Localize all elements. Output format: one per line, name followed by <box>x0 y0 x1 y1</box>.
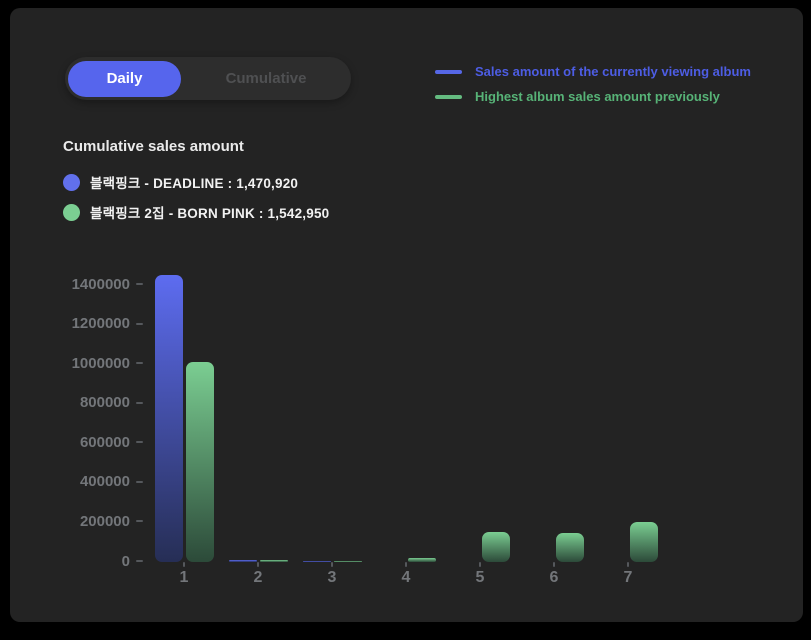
legend-line-swatch <box>435 69 462 74</box>
bar-series2-day6[interactable] <box>555 533 584 562</box>
y-axis-tick-label: 1400000 <box>71 275 130 293</box>
category-slot-3: 3 <box>295 259 369 587</box>
x-axis-label: 1 <box>179 569 189 586</box>
chart-legend: Sales amount of the currently viewing al… <box>435 64 751 114</box>
y-axis-tick-mark <box>136 480 143 483</box>
bar-group <box>154 259 214 562</box>
x-axis-tick-mark <box>479 562 481 567</box>
y-axis-tick: 1400000 <box>72 274 143 294</box>
x-axis-label: 5 <box>475 569 485 586</box>
y-axis-tick-label: 0 <box>121 552 130 570</box>
bar-series1-day1[interactable] <box>154 275 183 562</box>
y-axis-tick-mark <box>136 322 143 325</box>
plot-area: 1 2 3 4 5 6 7 <box>147 258 665 587</box>
bar-group <box>228 259 288 562</box>
bar-series2-day3[interactable] <box>333 561 362 562</box>
x-axis-label: 2 <box>253 569 263 586</box>
x-axis-label: 3 <box>327 569 337 586</box>
album-legend-label: 블랙핑크 - DEADLINE : 1,470,920 <box>90 176 299 191</box>
bar-series1-day2[interactable] <box>228 560 257 562</box>
y-axis-tick-mark <box>136 520 143 523</box>
album-legend: 블랙핑크 - DEADLINE : 1,470,920 블랙핑크 2집 - BOR… <box>63 172 329 232</box>
legend-label: Highest album sales amount previously <box>475 89 720 104</box>
x-axis-label: 6 <box>549 569 559 586</box>
y-axis: 0 200000 400000 600000 800000 1000000 1200000 1… <box>55 258 143 587</box>
bar-chart: 0 200000 400000 600000 800000 1000000 1200000 1… <box>55 258 665 587</box>
y-axis-tick-label: 1200000 <box>71 315 130 333</box>
legend-line-swatch <box>435 94 462 99</box>
x-axis-tick-mark <box>627 562 629 567</box>
x-axis-tick-mark <box>331 562 333 567</box>
bar-group <box>599 259 658 562</box>
view-toggle: Daily Cumulative <box>65 57 351 100</box>
album-legend-row: 블랙핑크 2집 - BORN PINK : 1,542,950 <box>63 202 329 222</box>
y-axis-tick-mark <box>136 401 143 404</box>
category-slot-1: 1 <box>147 259 221 587</box>
category-slot-7: 7 <box>591 259 665 587</box>
page-title: Cumulative sales amount <box>63 138 244 155</box>
x-axis-tick-mark <box>257 562 259 567</box>
y-axis-tick-mark <box>136 560 143 562</box>
y-axis-tick: 1000000 <box>72 353 143 373</box>
legend-row: Highest album sales amount previously <box>435 89 751 104</box>
y-axis-tick-label: 1000000 <box>71 354 130 372</box>
bar-group <box>451 259 510 562</box>
y-axis-tick-label: 600000 <box>79 433 130 451</box>
category-slot-2: 2 <box>221 259 295 587</box>
album-legend-row: 블랙핑크 - DEADLINE : 1,470,920 <box>63 172 329 192</box>
y-axis-tick: 0 <box>122 551 143 571</box>
legend-row: Sales amount of the currently viewing al… <box>435 64 751 79</box>
x-axis-tick-mark <box>183 562 185 567</box>
bar-series2-day1[interactable] <box>185 362 214 562</box>
legend-label: Sales amount of the currently viewing al… <box>475 64 751 79</box>
x-axis-tick-mark <box>405 562 407 567</box>
y-axis-tick-label: 800000 <box>79 394 130 412</box>
bar-series2-day4[interactable] <box>407 558 436 562</box>
bar-group <box>525 259 584 562</box>
y-axis-tick: 200000 <box>80 511 143 531</box>
main-panel: Daily Cumulative Sales amount of the cur… <box>10 8 803 622</box>
y-axis-tick-mark <box>136 283 143 285</box>
y-axis-tick: 800000 <box>80 393 143 413</box>
bar-series2-day7[interactable] <box>629 522 658 562</box>
y-axis-tick: 600000 <box>80 432 143 452</box>
bar-series2-day2[interactable] <box>259 560 288 562</box>
y-axis-tick: 1200000 <box>72 314 143 334</box>
album-dot-icon <box>63 173 80 191</box>
y-axis-tick-mark <box>136 441 143 444</box>
y-axis-tick: 400000 <box>80 472 143 492</box>
bar-series1-day3[interactable] <box>302 561 331 562</box>
y-axis-tick-mark <box>136 362 143 365</box>
x-axis-label: 7 <box>623 569 633 586</box>
bar-series2-day5[interactable] <box>481 532 510 562</box>
category-slot-4: 4 <box>369 259 443 587</box>
album-dot-icon <box>63 203 80 221</box>
category-slot-6: 6 <box>517 259 591 587</box>
x-axis-tick-mark <box>553 562 555 567</box>
y-axis-tick-label: 200000 <box>79 512 130 530</box>
album-legend-label: 블랙핑크 2집 - BORN PINK : 1,542,950 <box>90 206 330 221</box>
tab-daily[interactable]: Daily <box>68 60 181 97</box>
bar-group <box>302 259 362 562</box>
y-axis-tick-label: 400000 <box>79 473 130 491</box>
category-slot-5: 5 <box>443 259 517 587</box>
x-axis-label: 4 <box>401 569 411 586</box>
bar-group <box>377 259 436 562</box>
tab-cumulative[interactable]: Cumulative <box>181 57 351 100</box>
